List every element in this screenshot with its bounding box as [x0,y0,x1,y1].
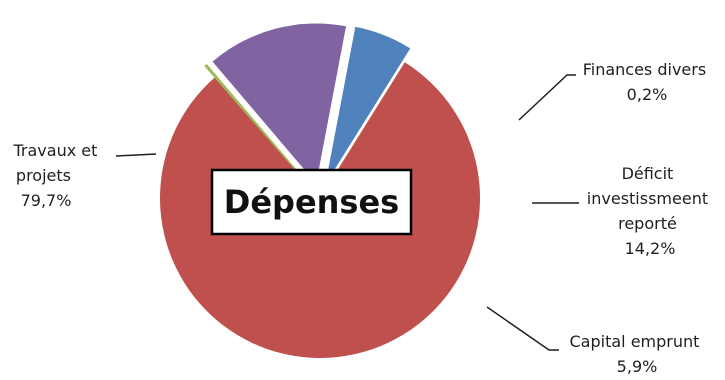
slice-label-deficit: Déficit investissmeent reporté 14,2% [587,164,713,258]
chart-title: Dépenses [224,183,399,221]
slice-label-finances-line1: Finances divers [583,60,706,79]
slice-label-deficit-line1: Déficit [622,164,674,183]
chart-title-frame [210,168,413,236]
slice-label-finances-value: 0,2% [627,85,668,104]
slice-label-finances: Finances divers 0,2% [583,60,712,104]
slice-finances [204,63,311,188]
slice-label-deficit-value: 14,2% [625,239,676,258]
slice-label-travaux-line1: Travaux et [13,141,98,160]
slice-label-travaux: Travaux et projets 79,7% [13,141,103,210]
leader-line-travaux [115,153,157,157]
slice-capital [325,26,411,185]
slice-label-capital-line1: Capital emprunt [570,332,700,351]
slice-deficit [212,23,347,184]
slice-label-capital-value: 5,9% [617,357,658,376]
slice-label-travaux-value: 79,7% [21,191,72,210]
slice-label-deficit-line3: reporté [618,214,677,233]
chart-title-box: Dépenses [210,168,413,236]
slice-label-capital: Capital emprunt 5,9% [570,332,705,376]
leader-line-capital [486,306,559,351]
leader-line-finances [518,74,576,121]
slice-label-travaux-line2: projets [16,166,71,185]
slice-label-deficit-line2: investissmeent [587,189,708,208]
